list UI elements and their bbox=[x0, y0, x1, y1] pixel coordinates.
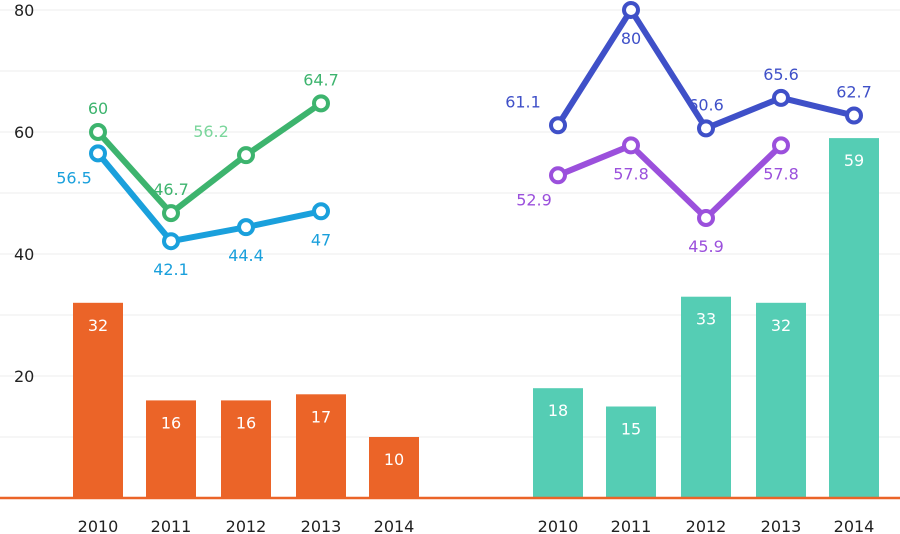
series-point bbox=[549, 116, 567, 135]
x-tick-label: 2013 bbox=[301, 517, 342, 534]
series-line bbox=[95, 100, 324, 217]
bar-data-label: 16 bbox=[236, 413, 256, 432]
line-data-label: 57.8 bbox=[763, 164, 799, 183]
bar-data-label: 16 bbox=[161, 413, 181, 432]
series-point bbox=[312, 94, 330, 113]
bar bbox=[533, 388, 583, 498]
line-data-label: 56.2 bbox=[193, 122, 229, 141]
bar bbox=[756, 302, 806, 498]
bar bbox=[73, 302, 123, 498]
series-point bbox=[89, 144, 107, 163]
bar bbox=[221, 400, 271, 498]
series-point bbox=[622, 1, 640, 19]
series-point bbox=[622, 136, 640, 155]
line-data-label: 42.1 bbox=[153, 260, 189, 279]
y-tick-label: 80 bbox=[14, 1, 34, 20]
line-data-label: 62.7 bbox=[836, 83, 872, 102]
bar bbox=[681, 296, 731, 498]
series-point bbox=[237, 146, 255, 165]
line-data-label: 80 bbox=[621, 29, 641, 48]
line-data-label: 44.4 bbox=[228, 246, 264, 265]
line-data-label: 65.6 bbox=[763, 65, 799, 84]
line-data-label: 60 bbox=[88, 99, 108, 118]
x-tick-label: 2011 bbox=[611, 517, 652, 534]
series-point bbox=[237, 218, 255, 237]
x-tick-label: 2010 bbox=[78, 517, 119, 534]
bar-data-label: 18 bbox=[548, 401, 568, 420]
x-tick-label: 2014 bbox=[374, 517, 415, 534]
bar bbox=[606, 406, 656, 498]
x-tick-label: 2012 bbox=[226, 517, 267, 534]
bar bbox=[146, 400, 196, 498]
series-line bbox=[555, 142, 784, 222]
bar-data-label: 10 bbox=[384, 450, 404, 469]
series-point bbox=[697, 209, 715, 228]
x-tick-label: 2014 bbox=[834, 517, 875, 534]
line-data-label: 47 bbox=[311, 230, 331, 249]
series-point bbox=[697, 119, 715, 138]
series-line bbox=[95, 150, 324, 245]
bar-data-label: 15 bbox=[621, 420, 641, 439]
bar bbox=[296, 394, 346, 498]
x-tick-label: 2010 bbox=[538, 517, 579, 534]
series-point bbox=[845, 106, 863, 125]
y-tick-label: 20 bbox=[14, 367, 34, 386]
bar bbox=[369, 437, 419, 498]
line-data-label: 57.8 bbox=[613, 164, 649, 183]
line-data-label: 45.9 bbox=[688, 237, 724, 256]
series-point bbox=[772, 88, 790, 107]
series-point bbox=[162, 204, 180, 223]
line-data-label: 61.1 bbox=[505, 92, 541, 111]
y-tick-label: 60 bbox=[14, 123, 34, 142]
bar-data-label: 33 bbox=[696, 310, 716, 329]
bar-data-label: 32 bbox=[88, 316, 108, 335]
x-tick-label: 2013 bbox=[761, 517, 802, 534]
bar-data-label: 32 bbox=[771, 316, 791, 335]
series-point bbox=[89, 123, 107, 141]
series-point bbox=[772, 136, 790, 155]
x-tick-label: 2011 bbox=[151, 517, 192, 534]
x-tick-label: 2012 bbox=[686, 517, 727, 534]
line-data-label: 52.9 bbox=[516, 190, 552, 209]
y-tick-label: 40 bbox=[14, 245, 34, 264]
series-point bbox=[549, 166, 567, 185]
line-data-label: 46.7 bbox=[153, 180, 189, 199]
bar bbox=[829, 138, 879, 498]
bar-data-label: 17 bbox=[311, 407, 331, 426]
bar-data-label: 59 bbox=[844, 151, 864, 170]
line-data-label: 60.6 bbox=[688, 95, 724, 114]
line-data-label: 56.5 bbox=[56, 168, 92, 187]
line-data-label: 64.7 bbox=[303, 70, 339, 89]
series-point bbox=[312, 202, 330, 221]
series-point bbox=[162, 232, 180, 251]
